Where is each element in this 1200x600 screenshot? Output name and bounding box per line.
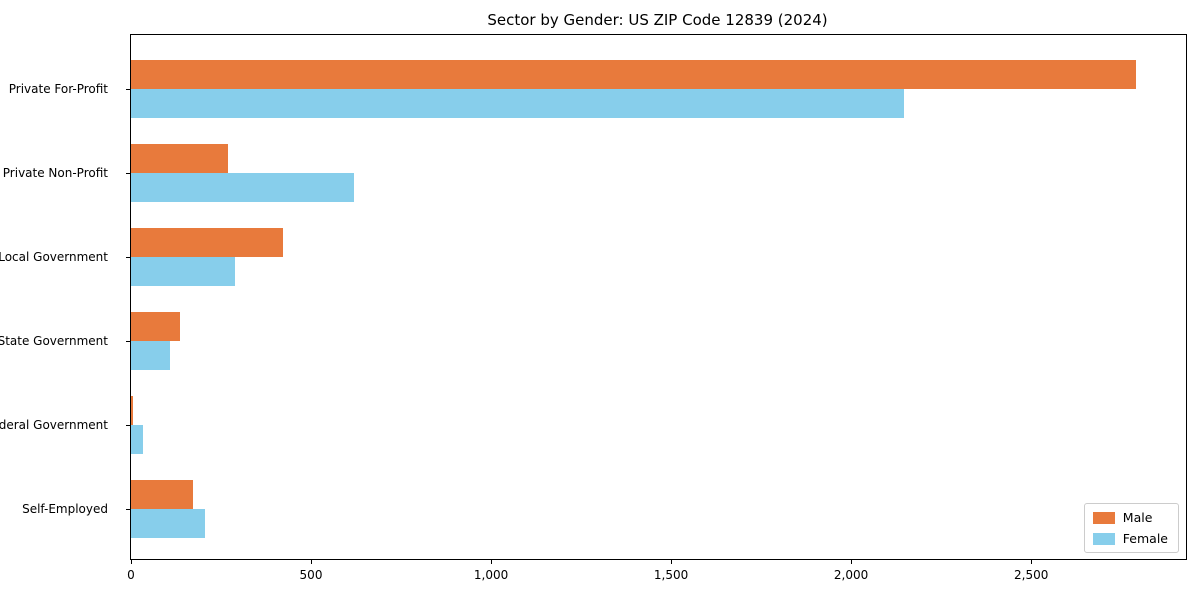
bar-male-6 <box>131 480 193 509</box>
y-tick-mark <box>126 509 130 510</box>
y-tick-mark <box>126 173 130 174</box>
y-tick-label: Private Non-Profit <box>2 166 108 180</box>
y-tick-mark <box>126 89 130 90</box>
plot-area: Private For-Profit Private Non-Profit Loca… <box>0 34 1187 582</box>
y-tick-mark <box>126 425 130 426</box>
x-tick-label: 500 <box>299 568 323 582</box>
bar-male-1 <box>131 60 1136 89</box>
x-tick-label: 2,500 <box>1014 568 1049 582</box>
legend-label-female: Female <box>1122 531 1168 546</box>
bar-male-3 <box>131 228 283 257</box>
x-tick-label: 1,500 <box>653 568 689 582</box>
bar-male-5 <box>131 396 133 425</box>
x-tick-mark <box>311 560 312 564</box>
x-tick-mark <box>1031 560 1033 564</box>
bar-male-4 <box>131 312 180 341</box>
legend: Male Female <box>1083 503 1179 553</box>
y-tick-label: Self-Employed <box>22 502 108 516</box>
bar-female-1 <box>131 89 905 118</box>
bar-female-3 <box>131 257 236 286</box>
bar-female-6 <box>131 509 206 538</box>
y-tick-mark <box>126 341 130 342</box>
bar-female-2 <box>131 173 354 202</box>
female-color-swatch <box>1092 532 1115 545</box>
x-tick-label: 1,000 <box>473 568 509 582</box>
legend-label-male: Male <box>1122 510 1153 525</box>
legend-item-male: Male <box>1092 510 1168 525</box>
x-tick-mark <box>131 560 132 564</box>
x-tick-mark <box>851 560 853 564</box>
y-tick-mark <box>126 257 130 258</box>
x-tick-label: 2,000 <box>833 568 869 582</box>
x-tick-mark <box>491 560 493 564</box>
y-tick-label: Local Government <box>0 250 108 264</box>
y-tick-label: Private For-Profit <box>8 82 108 96</box>
y-tick-label: State Government <box>0 334 108 348</box>
legend-item-female: Female <box>1092 531 1168 546</box>
x-tick-mark <box>671 560 673 564</box>
y-tick-label: Federal Government <box>0 418 108 432</box>
chart-title: Sector by Gender: US ZIP Code 12839 (202… <box>487 11 828 29</box>
bar-male-2 <box>131 144 228 173</box>
bar-female-5 <box>131 425 143 454</box>
bar-female-4 <box>131 341 171 370</box>
x-tick-label: 0 <box>127 568 135 582</box>
male-color-swatch <box>1092 511 1115 524</box>
